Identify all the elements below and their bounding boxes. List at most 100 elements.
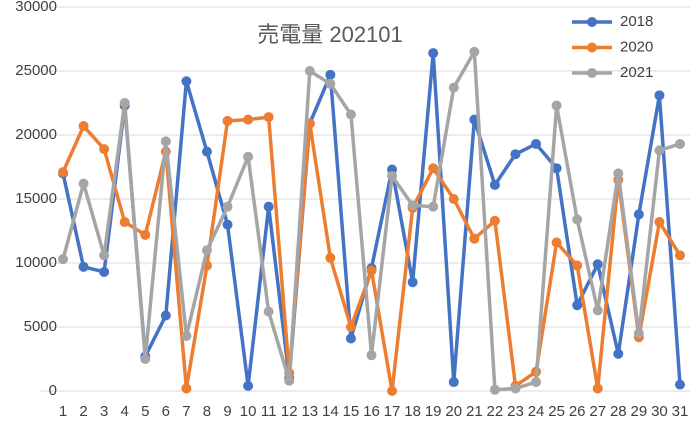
- x-tick-label: 8: [203, 403, 211, 420]
- x-tick-label: 6: [162, 403, 170, 420]
- data-point: [181, 383, 192, 394]
- data-point: [99, 250, 110, 261]
- data-point: [551, 100, 562, 111]
- data-point: [78, 261, 89, 272]
- data-point: [78, 121, 89, 132]
- data-point: [448, 82, 459, 93]
- data-point: [654, 90, 665, 101]
- x-tick-label: 18: [404, 403, 421, 420]
- data-point: [345, 333, 356, 344]
- data-point: [263, 112, 274, 123]
- data-point: [181, 330, 192, 341]
- x-tick-label: 2: [79, 403, 87, 420]
- y-tick-label: 20000: [15, 126, 57, 143]
- data-point: [572, 260, 583, 271]
- y-tick-label: 10000: [15, 254, 57, 271]
- data-point: [222, 201, 233, 212]
- x-tick-label: 22: [487, 403, 504, 420]
- data-point: [366, 350, 377, 361]
- x-tick-label: 14: [322, 403, 339, 420]
- data-point: [263, 201, 274, 212]
- x-tick-label: 15: [343, 403, 360, 420]
- y-tick-label: 5000: [24, 318, 57, 335]
- x-tick-label: 12: [281, 403, 298, 420]
- legend-marker: [587, 42, 597, 53]
- x-tick-label: 30: [651, 403, 668, 420]
- data-point: [160, 136, 171, 147]
- data-point: [428, 48, 439, 59]
- data-point: [263, 306, 274, 317]
- x-tick-label: 29: [631, 403, 648, 420]
- x-tick-label: 21: [466, 403, 483, 420]
- data-point: [407, 200, 418, 211]
- data-point: [181, 76, 192, 87]
- x-tick-label: 1: [59, 403, 67, 420]
- data-point: [592, 305, 603, 316]
- data-point: [58, 167, 68, 178]
- data-point: [428, 201, 439, 212]
- data-point: [284, 375, 295, 386]
- data-point: [222, 219, 233, 230]
- data-point: [304, 66, 315, 76]
- x-tick-label: 26: [569, 403, 586, 420]
- data-point: [345, 322, 356, 332]
- y-tick-label: 30000: [15, 0, 57, 15]
- data-point: [654, 145, 665, 156]
- data-point: [387, 386, 398, 396]
- x-tick-label: 5: [141, 403, 149, 420]
- data-point: [119, 217, 130, 228]
- chart-title: 売電量 202101: [257, 22, 403, 47]
- data-point: [613, 168, 624, 179]
- data-point: [675, 250, 685, 261]
- data-point: [448, 377, 459, 388]
- data-point: [428, 163, 439, 174]
- y-tick-label: 0: [49, 382, 57, 399]
- data-point: [201, 245, 212, 256]
- data-point: [633, 209, 644, 220]
- data-point: [489, 384, 500, 395]
- data-point: [345, 109, 356, 120]
- data-point: [243, 380, 254, 391]
- data-point: [119, 98, 130, 108]
- data-point: [160, 310, 171, 321]
- x-tick-label: 20: [445, 403, 462, 420]
- data-point: [58, 254, 68, 265]
- data-point: [489, 215, 500, 226]
- legend-label: 2020: [620, 38, 653, 55]
- x-tick-label: 7: [182, 403, 190, 420]
- data-point: [325, 252, 336, 263]
- x-tick-label: 4: [121, 403, 129, 420]
- data-point: [387, 170, 398, 181]
- data-point: [140, 354, 151, 364]
- data-point: [633, 328, 644, 339]
- legend-marker: [587, 17, 597, 27]
- data-point: [510, 383, 521, 394]
- x-tick-label: 13: [301, 403, 318, 420]
- data-point: [243, 151, 254, 162]
- data-point: [78, 178, 89, 189]
- x-tick-label: 9: [223, 403, 231, 420]
- data-point: [407, 277, 418, 288]
- data-point: [675, 379, 685, 390]
- data-point: [325, 69, 336, 80]
- data-point: [325, 78, 336, 89]
- data-point: [572, 300, 583, 311]
- x-tick-label: 28: [610, 403, 627, 420]
- legend-label: 2018: [620, 13, 653, 30]
- legend-marker: [587, 68, 597, 78]
- x-tick-label: 16: [363, 403, 380, 420]
- data-point: [675, 138, 685, 149]
- data-point: [551, 237, 562, 248]
- data-point: [592, 259, 603, 270]
- x-tick-label: 19: [425, 403, 442, 420]
- data-point: [510, 149, 521, 160]
- x-tick-label: 25: [548, 403, 565, 420]
- data-point: [201, 146, 212, 157]
- y-tick-label: 25000: [15, 62, 57, 79]
- data-point: [613, 348, 624, 359]
- x-tick-label: 27: [589, 403, 606, 420]
- y-tick-label: 15000: [15, 190, 57, 207]
- data-point: [654, 217, 665, 228]
